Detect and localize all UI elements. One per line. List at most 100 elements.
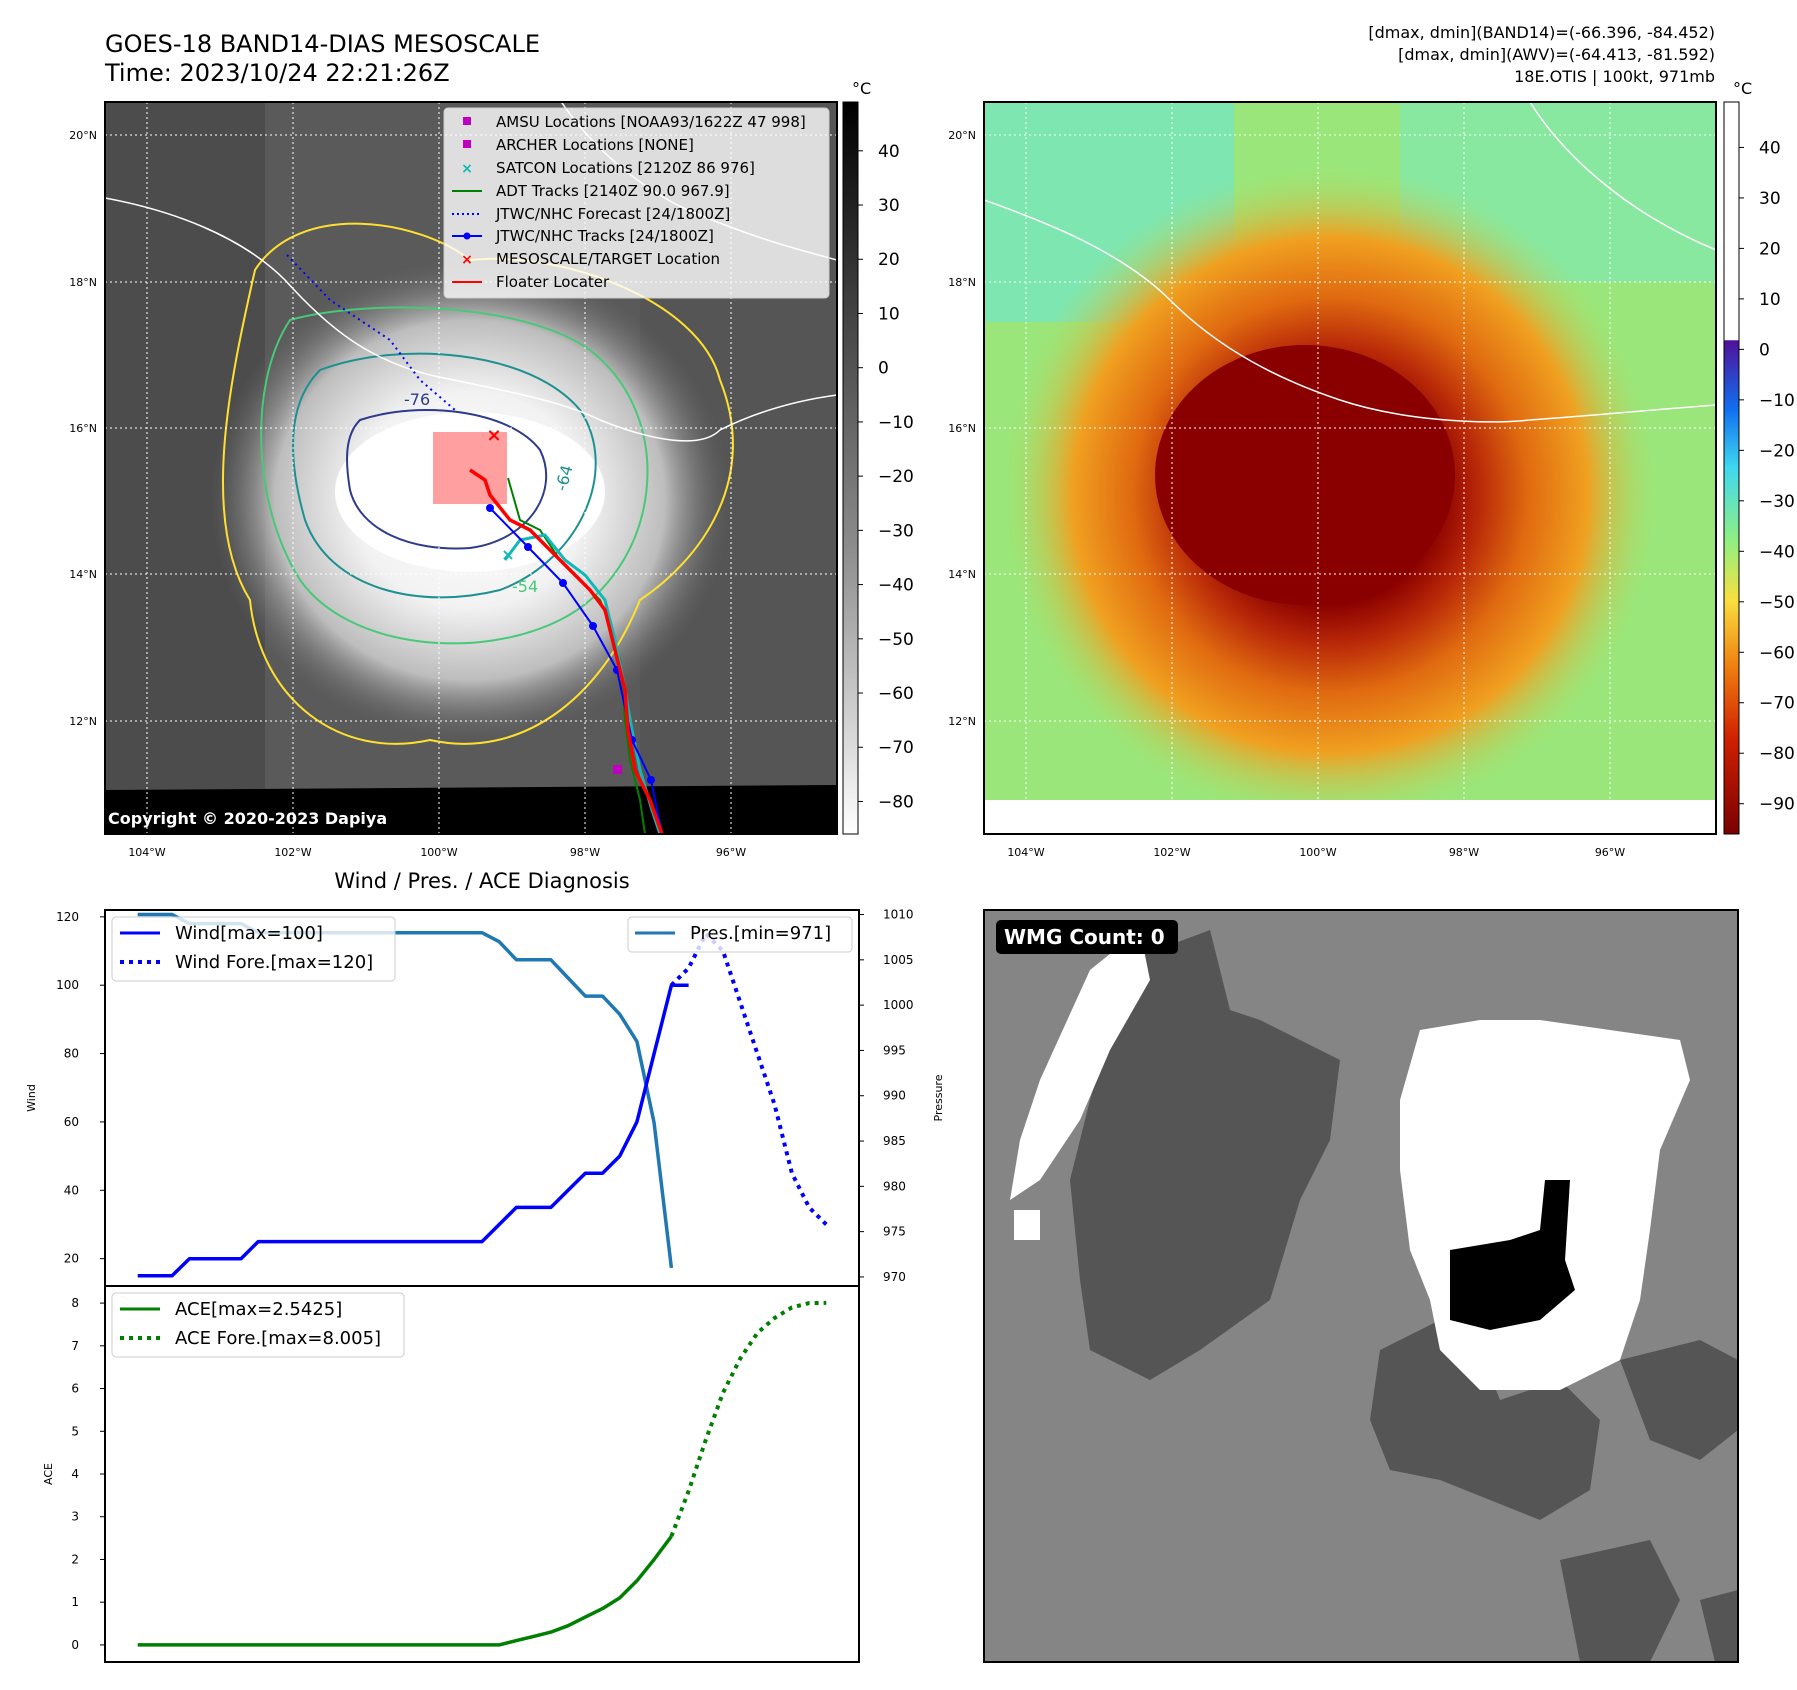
awv-coastline — [984, 199, 1716, 423]
svg-text:20°N: 20°N — [948, 129, 976, 142]
pressure-tick-label: 985 — [883, 1134, 906, 1148]
ace-tick-label: 7 — [71, 1339, 79, 1353]
wmg-black-core — [1450, 1180, 1575, 1330]
floater-track-line — [469, 468, 664, 834]
colorbar-tick-label: −80 — [878, 792, 914, 812]
wind-tick-label: 80 — [64, 1047, 79, 1061]
wind-tick-label: 20 — [64, 1252, 79, 1266]
satcon-track-line — [503, 533, 662, 834]
ir-frame — [104, 101, 838, 835]
contour-label-54: -54 — [512, 577, 538, 596]
svg-text:14°N: 14°N — [948, 568, 976, 581]
wind-tick-label: 60 — [64, 1115, 79, 1129]
colorbar-tick-label: −40 — [878, 576, 914, 596]
svg-text:16°N: 16°N — [948, 422, 976, 435]
colorbar-tick-label: −20 — [878, 467, 914, 487]
wind-tick-label: 100 — [56, 978, 79, 992]
wind-line — [137, 983, 689, 1278]
wind-tick-label: 40 — [64, 1183, 79, 1197]
svg-text:12°N: 12°N — [69, 715, 97, 728]
ace-tick-label: 5 — [71, 1424, 79, 1438]
svg-text:100°W: 100°W — [420, 846, 457, 859]
info-line-1: [dmax, dmin](BAND14)=(-66.396, -84.452) — [1368, 23, 1715, 42]
info-line-2: [dmax, dmin](AWV)=(-64.413, -81.592) — [1398, 45, 1715, 64]
svg-text:14°N: 14°N — [69, 568, 97, 581]
awv-gridlines — [984, 102, 1716, 834]
ace-tick-label: 4 — [71, 1467, 79, 1481]
wind-axis-label: Wind — [25, 1084, 38, 1112]
wind-legend: Wind[max=100] Wind Fore.[max=120] — [111, 916, 396, 982]
colorbar-tick-label: −70 — [878, 738, 914, 758]
colorbar-tick-label: −20 — [1759, 441, 1795, 461]
colorbar-tick-label: −50 — [1759, 593, 1795, 613]
pressure-ticks: 970 975 980 985 990 995 1000 1005 1010 — [859, 908, 914, 1284]
svg-text:104°W: 104°W — [128, 846, 165, 859]
target-x-marker: × — [486, 425, 501, 446]
awv-lat-ticks: 20°N 18°N 16°N 14°N 12°N — [948, 129, 976, 728]
colorbar-tick-label: −60 — [878, 684, 914, 704]
colorbar-tick-label: −60 — [1759, 643, 1795, 663]
ace-legend: ACE[max=2.5425] ACE Fore.[max=8.005] — [111, 1292, 405, 1358]
legend-floater: Floater Locater — [496, 273, 610, 291]
pressure-legend: Pres.[min=971] — [627, 916, 853, 953]
wmg-count-label: WMG Count: 0 — [1004, 925, 1165, 949]
figure-title: GOES-18 BAND14-DIAS MESOSCALE — [105, 30, 540, 58]
wmg-frame — [983, 909, 1739, 1663]
pressure-tick-label: 1000 — [883, 998, 914, 1012]
colorbar-tick-label: 0 — [1759, 340, 1770, 360]
mesoscale-target-box — [433, 432, 507, 504]
svg-text:96°W: 96°W — [716, 846, 746, 859]
legend-target-icon: × — [461, 252, 473, 268]
pressure-axis-label: Pressure — [932, 1074, 945, 1121]
jtwc-forecast-line — [286, 254, 456, 411]
ace-tick-label: 6 — [71, 1382, 79, 1396]
figure-time: Time: 2023/10/24 22:21:26Z — [104, 59, 450, 87]
awv-lon-ticks: 104°W 102°W 100°W 98°W 96°W — [1007, 846, 1625, 859]
svg-text:20°N: 20°N — [69, 129, 97, 142]
svg-text:18°N: 18°N — [69, 276, 97, 289]
ir-legend: AMSU Locations [NOAA93/1622Z 47 998] ARC… — [443, 107, 830, 299]
colorbar-tick-label: −50 — [878, 630, 914, 650]
legend-archer: ARCHER Locations [NONE] — [496, 136, 694, 154]
diagnosis-title: Wind / Pres. / ACE Diagnosis — [334, 869, 629, 893]
ace-axis-label: ACE — [42, 1463, 55, 1485]
colorbar-tick-label: −70 — [1759, 694, 1795, 714]
copyright-text: Copyright © 2020-2023 Dapiya — [108, 809, 387, 828]
awv-colorbar — [1723, 101, 1740, 835]
coastline — [105, 197, 837, 442]
awv-panel: 104°W 102°W 100°W 98°W 96°W 20°N 18°N 16… — [948, 79, 1795, 859]
svg-text:98°W: 98°W — [1449, 846, 1479, 859]
colorbar-tick-label: 30 — [1759, 189, 1781, 209]
wind-tick-label: 120 — [56, 910, 79, 924]
pressure-tick-label: 1005 — [883, 953, 914, 967]
legend-satcon-icon: × — [461, 161, 473, 177]
wind-pressure-chart: Wind / Pres. / ACE Diagnosis Wind Pressu… — [25, 869, 945, 1287]
wmg-panel: WMG Count: 0 — [983, 909, 1739, 1663]
legend-amsu-icon — [463, 117, 471, 125]
legend-adt: ADT Tracks [2140Z 90.0 967.9] — [496, 182, 730, 200]
svg-text:102°W: 102°W — [1153, 846, 1190, 859]
colorbar-tick-label: −30 — [1759, 492, 1795, 512]
colorbar-tick-label: 30 — [878, 196, 900, 216]
svg-text:100°W: 100°W — [1299, 846, 1336, 859]
ace-tick-label: 3 — [71, 1510, 79, 1524]
svg-text:104°W: 104°W — [1007, 846, 1044, 859]
legend-tracks: JTWC/NHC Tracks [24/1800Z] — [495, 227, 714, 245]
ir-colorbar-unit: °C — [852, 79, 871, 98]
colorbar-tick-label: 40 — [1759, 138, 1781, 158]
legend-archer-icon — [463, 140, 471, 148]
svg-text:16°N: 16°N — [69, 422, 97, 435]
colorbar-tick-label: 40 — [878, 142, 900, 162]
colorbar-tick-label: 10 — [878, 304, 900, 324]
colorbar-tick-label: −80 — [1759, 744, 1795, 764]
satcon-x-marker: × — [501, 545, 514, 564]
awv-imagery — [984, 102, 1716, 834]
svg-text:102°W: 102°W — [274, 846, 311, 859]
awv-frame — [983, 101, 1717, 835]
ace-chart: ACE 0 1 2 3 4 5 6 7 8 ACE[max=2.5425] ACE Fore.[… — [42, 1285, 860, 1663]
ace-ticks: 0 1 2 3 4 5 6 7 8 — [71, 1296, 105, 1652]
colorbar-tick-label: 20 — [1759, 239, 1781, 259]
ir-lon-ticks: 104°W 102°W 100°W 98°W 96°W — [128, 846, 746, 859]
colorbar-tick-label: −10 — [1759, 391, 1795, 411]
